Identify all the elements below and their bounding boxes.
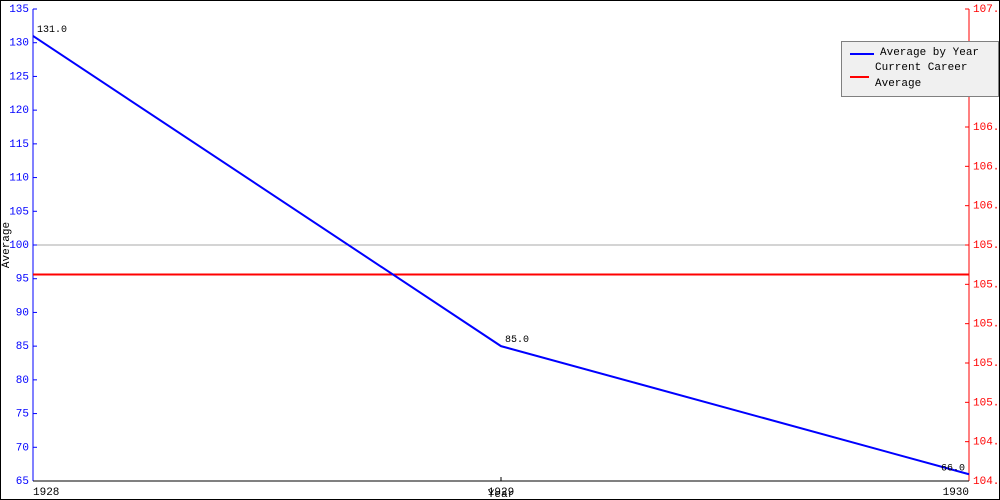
y-right-tick-label: 105.2 [973,358,999,370]
x-axis-label: Year [488,489,514,499]
chart-container: 6570758085909510010511011512012513013510… [0,0,1000,500]
y-left-tick-label: 130 [9,38,29,50]
point-label: 131.0 [37,25,67,36]
y-right-tick-label: 104.8 [973,437,999,449]
legend-box: Average by Year Current Career Average [841,41,999,97]
y-left-tick-label: 95 [16,274,29,286]
y-right-tick-label: 106.0 [973,201,999,213]
legend-swatch-avg-by-year [850,53,874,55]
point-label: 85.0 [505,335,529,346]
y-left-tick-label: 110 [9,173,29,185]
y-axis-label: Average [1,222,13,268]
y-left-tick-label: 105 [9,206,29,218]
legend-label-career-avg: Current Career Average [875,61,990,92]
y-right-tick-label: 107.0 [973,4,999,16]
y-left-tick-label: 85 [16,341,29,353]
series-avg-by-year [33,36,969,474]
y-left-tick-label: 125 [9,71,29,83]
x-tick-label: 1928 [33,487,59,499]
y-left-tick-label: 135 [9,4,29,16]
point-label: 66.0 [941,463,965,474]
legend-item-avg-by-year: Average by Year [850,46,990,61]
y-left-tick-label: 115 [9,139,29,151]
y-right-tick-label: 105.8 [973,240,999,252]
y-left-tick-label: 80 [16,375,29,387]
y-right-tick-label: 105.4 [973,319,999,331]
y-left-tick-label: 75 [16,409,29,421]
y-right-tick-label: 105.0 [973,397,999,409]
legend-label-avg-by-year: Average by Year [880,46,979,61]
y-right-tick-label: 104.6 [973,476,999,488]
x-tick-label: 1930 [943,487,969,499]
y-right-tick-label: 106.2 [973,161,999,173]
legend-swatch-career-avg [850,76,869,78]
y-left-tick-label: 90 [16,307,29,319]
legend-item-career-avg: Current Career Average [850,61,990,92]
y-left-tick-label: 120 [9,105,29,117]
y-left-tick-label: 65 [16,476,29,488]
y-left-tick-label: 70 [16,442,29,454]
y-right-tick-label: 105.6 [973,279,999,291]
y-right-tick-label: 106.4 [973,122,999,134]
